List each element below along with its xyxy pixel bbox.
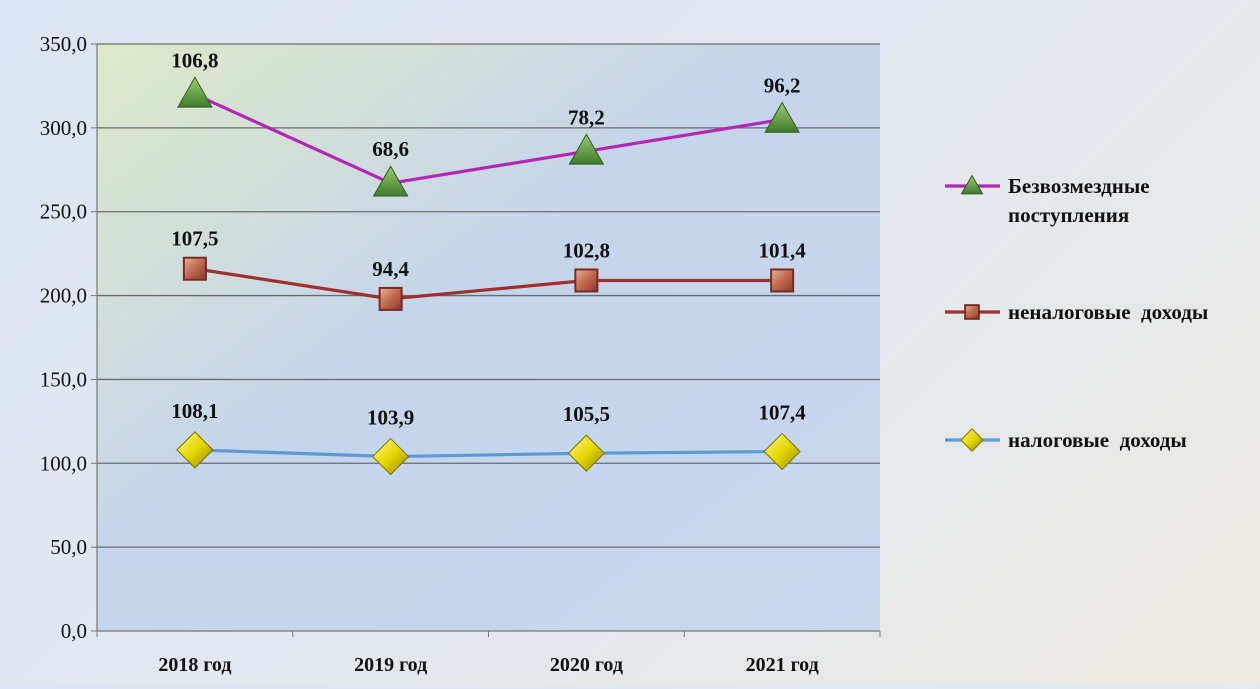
data-labels: 106,8 68,6 78,2 96,2 107,5 94,4 102,8 101,4 108,… <box>171 48 806 429</box>
data-label: 105,5 <box>563 402 610 426</box>
legend-item-2: неналоговые доходы <box>945 300 1208 324</box>
diamond-marker <box>567 434 606 472</box>
diamond-marker <box>960 428 984 452</box>
y-tick-label: 300,0 <box>40 116 87 140</box>
square-marker <box>770 268 795 293</box>
data-label: 108,1 <box>171 399 218 423</box>
square-marker <box>182 256 207 281</box>
diamond-marker <box>371 437 410 476</box>
x-tick-label: 2021 год <box>746 654 819 676</box>
data-label: 68,6 <box>372 137 409 161</box>
data-label: 106,8 <box>171 48 218 72</box>
legend-label: поступления <box>1008 203 1129 227</box>
y-tick-label: 250,0 <box>40 200 87 224</box>
square-marker <box>574 268 599 293</box>
x-tick-label: 2020 год <box>550 654 623 676</box>
legend-label: налоговые доходы <box>1008 428 1187 452</box>
triangle-marker <box>568 133 605 165</box>
legend: Безвозмездные поступления неналоговые дохо… <box>945 174 1208 452</box>
legend-item-3: налоговые доходы <box>945 428 1187 452</box>
gridlines <box>97 43 880 548</box>
y-tick-label: 200,0 <box>40 284 87 308</box>
y-tick-label: 100,0 <box>40 451 87 475</box>
legend-label: неналоговые доходы <box>1008 300 1208 324</box>
data-label: 107,5 <box>171 227 218 251</box>
legend-label: Безвозмездные <box>1008 174 1150 198</box>
data-label: 96,2 <box>764 73 801 97</box>
series-line <box>194 92 783 185</box>
series-3 <box>176 431 801 476</box>
plot-area <box>97 44 880 631</box>
triangle-marker <box>177 76 213 108</box>
triangle-marker <box>372 165 409 197</box>
data-label: 107,4 <box>759 401 807 425</box>
square-marker <box>378 286 403 311</box>
x-tick-label: 2019 год <box>354 654 427 676</box>
y-tick-label: 150,0 <box>40 367 87 391</box>
y-tick-label: 50,0 <box>50 535 87 559</box>
data-label: 102,8 <box>563 238 610 262</box>
series-2 <box>182 256 795 311</box>
series-line <box>194 267 783 301</box>
legend-item-1: Безвозмездные поступления <box>945 174 1150 227</box>
y-tick-label: 350,0 <box>40 32 87 56</box>
y-tick-label: 0,0 <box>61 619 87 643</box>
series-1 <box>177 76 800 197</box>
axes: 0,0 50,0 100,0 150,0 200,0 250,0 300,0 350,0 201… <box>40 32 881 676</box>
data-label: 101,4 <box>759 238 807 262</box>
data-label: 78,2 <box>568 105 605 129</box>
diamond-marker <box>176 431 214 469</box>
series-layer <box>176 76 801 476</box>
square-marker <box>964 304 980 320</box>
data-label: 103,9 <box>367 406 414 430</box>
series-line <box>194 448 783 459</box>
triangle-marker <box>764 101 800 133</box>
diamond-marker <box>763 432 801 471</box>
x-tick-label: 2018 год <box>158 654 231 676</box>
data-label: 94,4 <box>372 257 409 281</box>
triangle-marker <box>960 174 984 195</box>
